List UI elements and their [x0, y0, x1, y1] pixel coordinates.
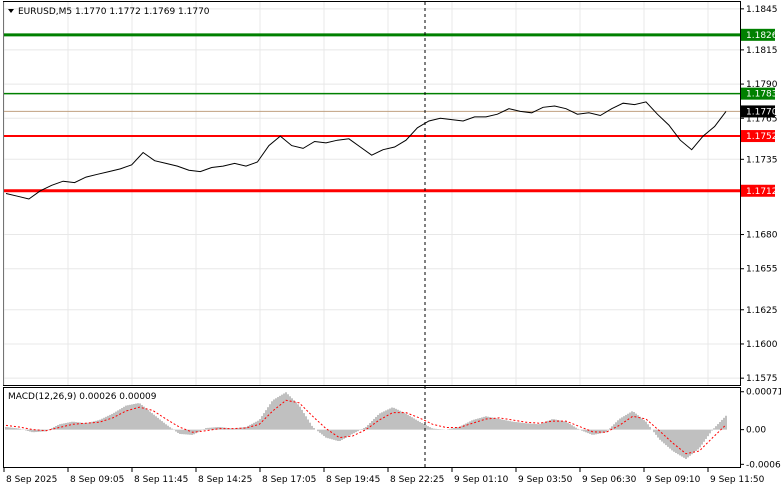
- time-tick-label: 8 Sep 09:05: [70, 475, 124, 485]
- time-tick-label: 8 Sep 14:25: [198, 475, 252, 485]
- time-tick-label: 8 Sep 19:45: [326, 475, 380, 485]
- time-tick-label: 9 Sep 06:30: [582, 475, 637, 485]
- price-series-line: [5, 101, 727, 200]
- time-axis: 8 Sep 2025 8 Sep 09:05 8 Sep 11:45 8 Sep 14…: [3, 468, 765, 485]
- time-tick-label: 9 Sep 01:10: [454, 475, 509, 485]
- macd-tick-label: 0.00071: [746, 388, 781, 398]
- macd-tick-label: 0.00: [746, 426, 766, 436]
- grid: [3, 2, 740, 385]
- macd-axis: 0.00071 0.00 -0.00065: [740, 388, 781, 470]
- current-price-label: 1.1770: [746, 107, 778, 117]
- macd-tick-label: -0.00065: [746, 460, 781, 470]
- price-tick-label: 1.1575: [746, 374, 778, 384]
- dropdown-arrow-icon[interactable]: [8, 9, 14, 13]
- price-tick-label: 1.1600: [746, 340, 778, 350]
- level-price-tag: [741, 28, 775, 41]
- time-tick-label: 8 Sep 17:05: [262, 475, 316, 485]
- level-price-label: 1.1752: [746, 132, 778, 142]
- price-tick-label: 1.1845: [746, 5, 778, 15]
- price-tick-label: 1.1655: [746, 265, 778, 275]
- macd-panel-frame: [3, 387, 741, 468]
- price-tick-label: 1.1680: [746, 231, 778, 241]
- time-tick-label: 8 Sep 11:45: [134, 475, 188, 485]
- current-price-tag: [741, 105, 775, 118]
- level-price-tag: [741, 87, 775, 100]
- time-tick-label: 8 Sep 2025: [6, 475, 57, 485]
- price-tick-label: 1.1790: [746, 80, 778, 90]
- macd-histogram: [5, 392, 727, 459]
- level-price-tag: [741, 130, 775, 143]
- time-tick-label: 9 Sep 03:50: [518, 475, 573, 485]
- time-tick-label: 9 Sep 09:10: [646, 475, 701, 485]
- time-tick-label: 9 Sep 11:50: [710, 475, 765, 485]
- level-price-label: 1.1783: [746, 90, 778, 100]
- price-tick-label: 1.1735: [746, 155, 778, 165]
- time-tick-label: 8 Sep 22:25: [390, 475, 444, 485]
- level-price-tag: [741, 184, 775, 197]
- price-axis: 1.1845 1.1815 1.1790 1.1765 1.1735 1.1680 1.16…: [740, 5, 778, 384]
- price-tick-label: 1.1765: [746, 114, 778, 124]
- price-tick-label: 1.1625: [746, 306, 778, 316]
- macd-header: MACD(12,26,9) 0.00026 0.00009: [8, 392, 157, 402]
- level-lines: 1.1826 1.1783 1.1752 1.1712 1.1770: [4, 28, 778, 197]
- level-price-label: 1.1712: [746, 187, 778, 197]
- symbol-header: EURUSD,M5 1.1770 1.1772 1.1769 1.1770: [18, 7, 210, 17]
- price-tick-label: 1.1815: [746, 46, 778, 56]
- level-price-label: 1.1826: [746, 31, 778, 41]
